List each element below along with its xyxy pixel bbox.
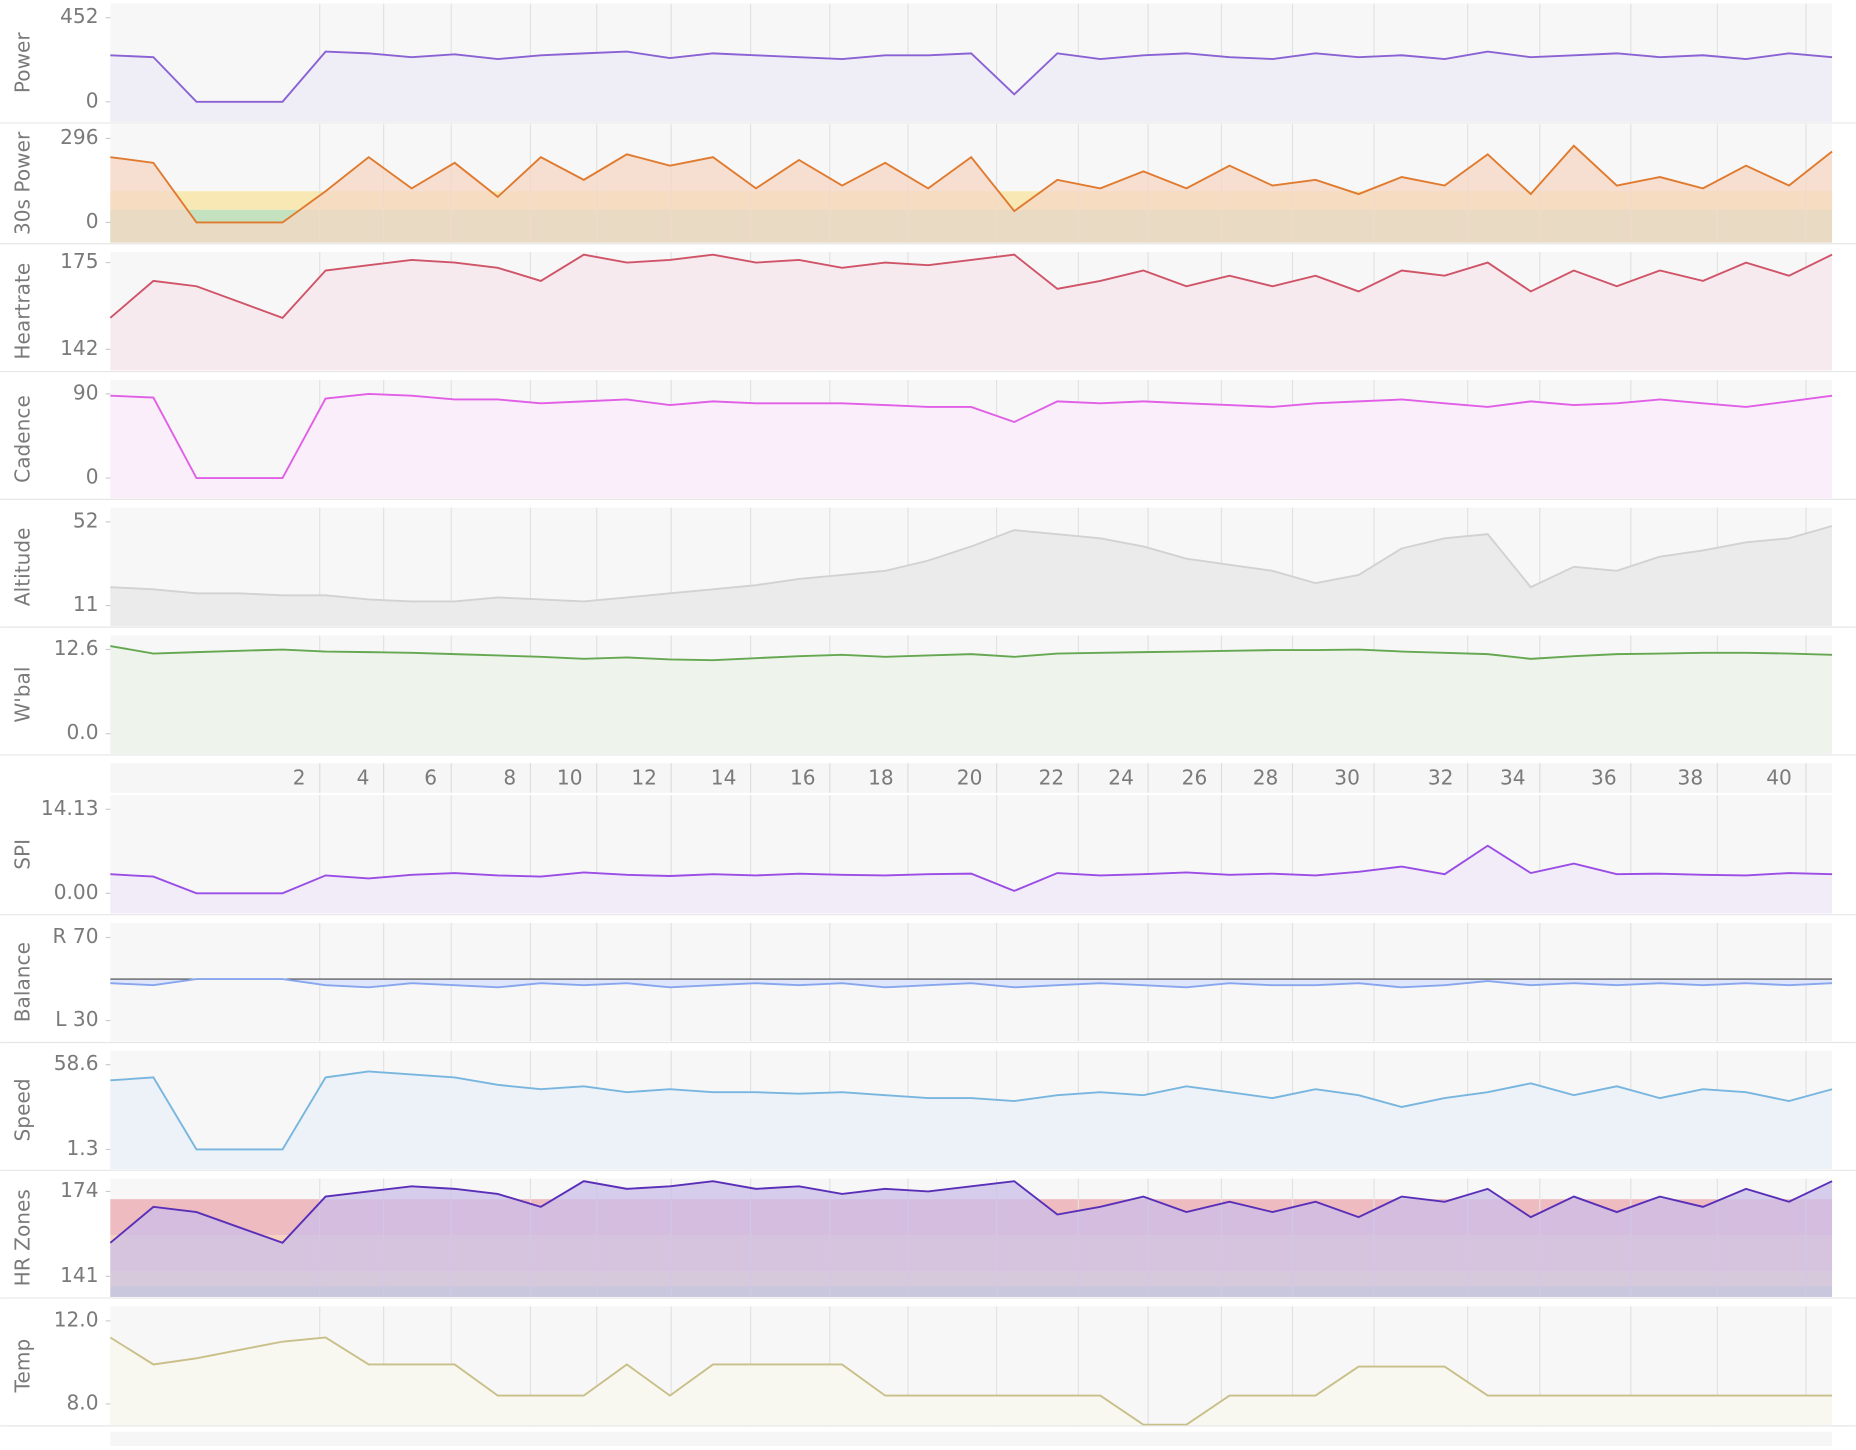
y-tick-label: 52 — [73, 508, 99, 532]
y-tick-label: L 30 — [55, 1007, 98, 1031]
y-axis-label: Cadence — [10, 395, 34, 483]
x-tick-label: 4 — [357, 766, 370, 790]
y-axis-label: Altitude — [10, 528, 34, 607]
y-axis-label: HR Zones — [10, 1189, 34, 1286]
y-tick-label: 175 — [60, 249, 98, 273]
y-tick-label: 14.13 — [41, 796, 99, 820]
x-tick-label: 16 — [790, 766, 816, 790]
y-tick-label: 12.6 — [54, 636, 99, 660]
y-axis-label: Balance — [10, 942, 34, 1022]
y-tick-label: 12.0 — [54, 1307, 99, 1331]
area-fill — [110, 646, 1833, 754]
x-tick-label: 18 — [868, 766, 894, 790]
x-axis-strip — [110, 763, 1833, 793]
x-tick-label: 36 — [1591, 766, 1617, 790]
area-fill — [110, 525, 1833, 626]
line — [110, 844, 1833, 895]
bottom-strip — [110, 1431, 1833, 1446]
y-tick-label: 296 — [60, 125, 98, 149]
y-tick-label: 0 — [86, 88, 99, 112]
y-tick-label: 0 — [86, 209, 99, 233]
x-tick-label: 34 — [1500, 766, 1526, 790]
x-tick-label: 30 — [1334, 766, 1360, 790]
x-tick-label: 8 — [503, 766, 516, 790]
area-fill — [110, 1071, 1833, 1170]
area-fill — [110, 393, 1833, 499]
x-tick-label: 32 — [1428, 766, 1454, 790]
area-fill — [110, 1337, 1833, 1425]
x-tick-label: 6 — [424, 766, 437, 790]
y-tick-label: 452 — [60, 4, 98, 28]
x-tick-label: 40 — [1766, 766, 1792, 790]
line — [110, 392, 1833, 480]
y-axis-label: Heartrate — [10, 263, 34, 360]
area-fill — [110, 51, 1833, 122]
x-tick-label: 10 — [557, 766, 583, 790]
line — [109, 1180, 1833, 1244]
y-axis-label: Temp — [10, 1339, 34, 1394]
y-tick-label: 0.00 — [54, 880, 99, 904]
y-tick-label: 58.6 — [54, 1051, 99, 1075]
y-tick-label: 0.0 — [67, 720, 99, 744]
area-fill — [110, 845, 1833, 914]
y-axis-label: Power — [10, 32, 34, 94]
line — [110, 1070, 1833, 1151]
y-tick-label: 0 — [86, 465, 99, 489]
y-axis-label: Speed — [10, 1078, 34, 1141]
line — [110, 144, 1833, 224]
area-fill — [110, 1181, 1833, 1297]
x-tick-label: 26 — [1182, 766, 1208, 790]
x-tick-label: 28 — [1253, 766, 1279, 790]
y-tick-label: 11 — [73, 592, 99, 616]
line — [110, 525, 1833, 603]
y-tick-label: 8.0 — [67, 1390, 99, 1414]
y-tick-label: 1.3 — [67, 1136, 99, 1160]
y-axis-label: SPI — [10, 839, 34, 870]
line — [110, 645, 1833, 662]
x-tick-label: 22 — [1039, 766, 1065, 790]
line — [109, 1336, 1833, 1426]
line — [110, 50, 1833, 103]
line — [110, 978, 1833, 989]
x-tick-label: 38 — [1678, 766, 1704, 790]
y-tick-label: 141 — [60, 1263, 98, 1287]
area-fill — [110, 145, 1833, 243]
y-tick-label: 174 — [60, 1178, 98, 1202]
line — [109, 253, 1833, 319]
y-tick-label: R 70 — [53, 924, 99, 948]
y-axis-label: W'bal — [10, 667, 34, 723]
y-axis-label: 30s Power — [10, 131, 34, 235]
y-tick-label: 142 — [60, 336, 98, 360]
x-tick-label: 20 — [957, 766, 983, 790]
y-tick-label: 90 — [73, 380, 99, 404]
x-tick-label: 12 — [631, 766, 657, 790]
x-tick-label: 2 — [293, 766, 306, 790]
x-tick-label: 14 — [711, 766, 737, 790]
x-tick-label: 24 — [1108, 766, 1134, 790]
area-fill — [110, 254, 1833, 371]
